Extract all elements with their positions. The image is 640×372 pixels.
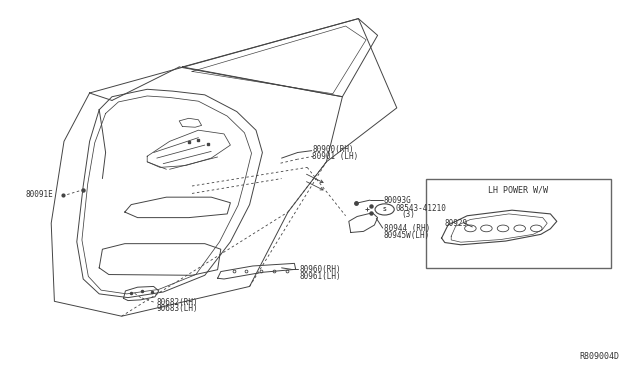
Text: 80961(LH): 80961(LH) [300,272,341,280]
Text: R809004D: R809004D [580,352,620,361]
Text: 80945W(LH): 80945W(LH) [384,231,430,240]
Text: 80929: 80929 [445,219,468,228]
Text: 80901 (LH): 80901 (LH) [312,152,358,161]
Bar [426,179,611,268]
Text: 80960(RH): 80960(RH) [300,265,341,274]
Text: 80900(RH): 80900(RH) [312,145,354,154]
Text: 08543-41210: 08543-41210 [396,204,446,213]
Text: 80093G: 80093G [384,196,412,205]
Text: 80091E: 80091E [26,190,53,199]
Text: (3): (3) [401,210,415,219]
Text: S: S [383,207,387,212]
Text: 90683(LH): 90683(LH) [157,304,198,313]
Text: LH POWER W/W: LH POWER W/W [488,185,548,194]
Text: 80682(RH): 80682(RH) [157,298,198,307]
Text: 80944 (RH): 80944 (RH) [384,224,430,233]
